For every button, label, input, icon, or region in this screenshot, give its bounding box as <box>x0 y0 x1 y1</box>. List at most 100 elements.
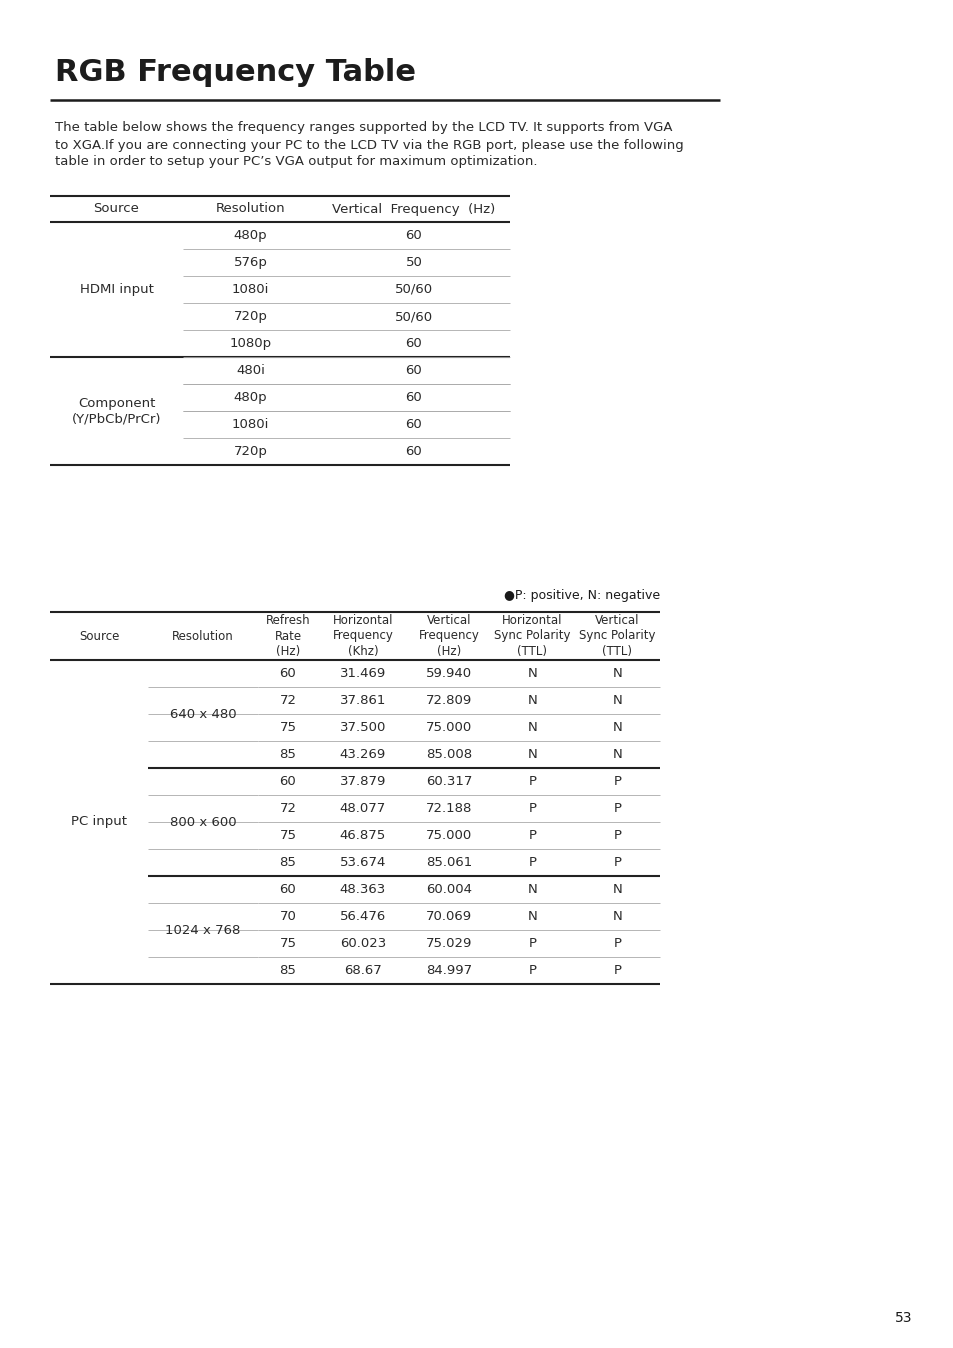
Text: 72: 72 <box>279 802 296 816</box>
Text: 48.077: 48.077 <box>339 802 386 816</box>
Text: 53.674: 53.674 <box>339 856 386 869</box>
Text: P: P <box>613 937 620 950</box>
Text: 60: 60 <box>405 337 422 350</box>
Text: 60: 60 <box>405 364 422 377</box>
Text: P: P <box>528 829 536 842</box>
Text: 46.875: 46.875 <box>339 829 386 842</box>
Text: 53: 53 <box>894 1312 911 1325</box>
Text: 576p: 576p <box>233 256 267 270</box>
Text: N: N <box>612 748 621 762</box>
Text: P: P <box>528 964 536 977</box>
Text: 43.269: 43.269 <box>339 748 386 762</box>
Text: 48.363: 48.363 <box>339 883 386 896</box>
Text: P: P <box>528 802 536 816</box>
Text: N: N <box>612 667 621 679</box>
Text: 75.029: 75.029 <box>425 937 472 950</box>
Text: N: N <box>527 910 537 923</box>
Text: The table below shows the frequency ranges supported by the LCD TV. It supports : The table below shows the frequency rang… <box>55 121 672 135</box>
Text: 800 x 600: 800 x 600 <box>170 816 236 829</box>
Text: 59.940: 59.940 <box>425 667 472 679</box>
Text: 60.317: 60.317 <box>425 775 472 789</box>
Text: N: N <box>612 910 621 923</box>
Text: PC input: PC input <box>71 816 127 829</box>
Text: 60: 60 <box>405 391 422 404</box>
Text: 37.500: 37.500 <box>339 721 386 735</box>
Text: 70.069: 70.069 <box>425 910 472 923</box>
Text: to XGA.If you are connecting your PC to the LCD TV via the RGB port, please use : to XGA.If you are connecting your PC to … <box>55 139 683 151</box>
Text: 75: 75 <box>279 937 296 950</box>
Text: 480p: 480p <box>233 229 267 243</box>
Text: Horizontal
Frequency
(Khz): Horizontal Frequency (Khz) <box>333 615 393 658</box>
Text: 75: 75 <box>279 829 296 842</box>
Text: 85.008: 85.008 <box>425 748 472 762</box>
Text: 1080i: 1080i <box>232 418 269 431</box>
Text: 480i: 480i <box>235 364 265 377</box>
Text: N: N <box>612 721 621 735</box>
Text: ●P: positive, N: negative: ●P: positive, N: negative <box>503 589 659 603</box>
Text: 50/60: 50/60 <box>395 310 433 324</box>
Text: Resolution: Resolution <box>215 202 285 216</box>
Text: 75.000: 75.000 <box>425 721 472 735</box>
Text: 75.000: 75.000 <box>425 829 472 842</box>
Text: 85: 85 <box>279 856 296 869</box>
Text: 31.469: 31.469 <box>339 667 386 679</box>
Text: Vertical  Frequency  (Hz): Vertical Frequency (Hz) <box>332 202 496 216</box>
Text: 68.67: 68.67 <box>344 964 381 977</box>
Text: N: N <box>612 694 621 706</box>
Text: 56.476: 56.476 <box>339 910 386 923</box>
Text: 720p: 720p <box>233 445 267 458</box>
Text: 50/60: 50/60 <box>395 283 433 297</box>
Text: 85: 85 <box>279 748 296 762</box>
Text: 1080p: 1080p <box>230 337 272 350</box>
Text: 60: 60 <box>405 445 422 458</box>
Text: 1024 x 768: 1024 x 768 <box>165 923 240 937</box>
Text: Horizontal
Sync Polarity
(TTL): Horizontal Sync Polarity (TTL) <box>494 615 570 658</box>
Text: Vertical
Frequency
(Hz): Vertical Frequency (Hz) <box>418 615 479 658</box>
Text: 72.188: 72.188 <box>425 802 472 816</box>
Text: HDMI input: HDMI input <box>79 283 153 297</box>
Text: 60: 60 <box>279 883 296 896</box>
Text: Refresh
Rate
(Hz): Refresh Rate (Hz) <box>265 615 310 658</box>
Text: 72: 72 <box>279 694 296 706</box>
Text: Source: Source <box>93 202 139 216</box>
Text: P: P <box>528 937 536 950</box>
Text: N: N <box>612 883 621 896</box>
Text: 60: 60 <box>405 229 422 243</box>
Text: Source: Source <box>79 630 119 643</box>
Text: P: P <box>528 775 536 789</box>
Text: 85.061: 85.061 <box>425 856 472 869</box>
Text: N: N <box>527 748 537 762</box>
Text: 37.879: 37.879 <box>339 775 386 789</box>
Text: 60.023: 60.023 <box>339 937 386 950</box>
Text: N: N <box>527 883 537 896</box>
Text: Resolution: Resolution <box>172 630 233 643</box>
Text: 37.861: 37.861 <box>339 694 386 706</box>
Text: P: P <box>613 802 620 816</box>
Text: P: P <box>613 856 620 869</box>
Text: Vertical
Sync Polarity
(TTL): Vertical Sync Polarity (TTL) <box>578 615 655 658</box>
Text: P: P <box>613 775 620 789</box>
Text: 480p: 480p <box>233 391 267 404</box>
Text: P: P <box>613 964 620 977</box>
Text: 640 x 480: 640 x 480 <box>170 708 236 720</box>
Text: N: N <box>527 694 537 706</box>
Text: 720p: 720p <box>233 310 267 324</box>
Text: 60: 60 <box>279 775 296 789</box>
Text: 60: 60 <box>279 667 296 679</box>
Text: 70: 70 <box>279 910 296 923</box>
Text: 1080i: 1080i <box>232 283 269 297</box>
Text: P: P <box>528 856 536 869</box>
Text: Component
(Y/PbCb/PrCr): Component (Y/PbCb/PrCr) <box>71 398 161 425</box>
Text: 72.809: 72.809 <box>425 694 472 706</box>
Text: N: N <box>527 667 537 679</box>
Text: RGB Frequency Table: RGB Frequency Table <box>55 58 416 88</box>
Text: 75: 75 <box>279 721 296 735</box>
Text: N: N <box>527 721 537 735</box>
Text: 84.997: 84.997 <box>425 964 472 977</box>
Text: table in order to setup your PC’s VGA output for maximum optimization.: table in order to setup your PC’s VGA ou… <box>55 155 537 168</box>
Text: 60.004: 60.004 <box>426 883 472 896</box>
Text: 60: 60 <box>405 418 422 431</box>
Text: 85: 85 <box>279 964 296 977</box>
Text: P: P <box>613 829 620 842</box>
Text: 50: 50 <box>405 256 422 270</box>
